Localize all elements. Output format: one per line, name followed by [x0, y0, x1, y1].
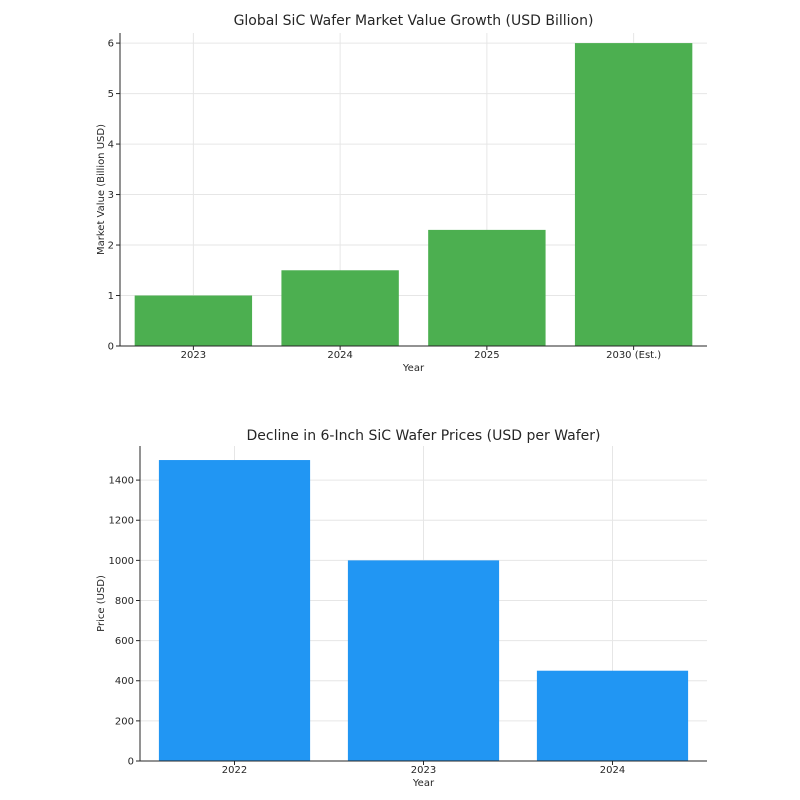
x-tick-label: 2023 — [181, 350, 206, 361]
y-tick-label: 0 — [108, 342, 114, 353]
x-tick-label: 2024 — [327, 350, 352, 361]
y-tick-label: 1000 — [109, 556, 134, 567]
chart-title: Decline in 6-Inch SiC Wafer Prices (USD … — [247, 428, 601, 444]
market-value-chart: 0 1 2 3 4 5 6 2023 2024 2025 2030 (Est.) Global SiC… — [96, 13, 707, 374]
bar — [281, 270, 399, 346]
bars — [158, 460, 689, 761]
y-axis-label: Price (USD) — [96, 575, 107, 632]
x-axis-label: Year — [412, 778, 435, 789]
bar — [574, 43, 693, 347]
bar — [347, 560, 500, 761]
y-tick-label: 6 — [108, 39, 114, 50]
x-tick-label: 2024 — [600, 765, 625, 776]
y-axis-label: Market Value (Billion USD) — [96, 124, 107, 255]
y-tick-label: 1200 — [109, 516, 134, 527]
x-axis-label: Year — [402, 363, 425, 374]
y-tick-label: 2 — [108, 241, 114, 252]
y-tick-label: 1400 — [109, 476, 134, 487]
y-tick-label: 600 — [115, 636, 134, 647]
x-tick-label: 2023 — [411, 765, 436, 776]
bars — [134, 43, 693, 347]
y-tick-label: 4 — [108, 140, 114, 151]
y-tick-label: 0 — [128, 757, 134, 768]
bar — [428, 229, 546, 346]
bar — [158, 460, 311, 761]
wafer-price-chart: 0 200 400 600 800 1000 1200 1400 2022 2023 2024 Dec… — [96, 428, 707, 789]
x-tick-label: 2030 (Est.) — [606, 350, 661, 361]
y-tick-label: 3 — [108, 190, 114, 201]
chart-title: Global SiC Wafer Market Value Growth (US… — [234, 13, 594, 29]
y-tick-label: 5 — [108, 89, 114, 100]
y-tick-label: 800 — [115, 596, 134, 607]
x-tick-label: 2022 — [222, 765, 247, 776]
x-tick-label: 2025 — [474, 350, 499, 361]
y-tick-label: 400 — [115, 676, 134, 687]
y-tick-label: 1 — [108, 291, 114, 302]
bar — [536, 670, 689, 761]
y-tick-label: 200 — [115, 716, 134, 727]
bar — [134, 295, 253, 346]
